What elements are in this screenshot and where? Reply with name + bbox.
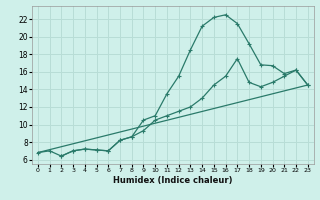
X-axis label: Humidex (Indice chaleur): Humidex (Indice chaleur): [113, 176, 233, 185]
